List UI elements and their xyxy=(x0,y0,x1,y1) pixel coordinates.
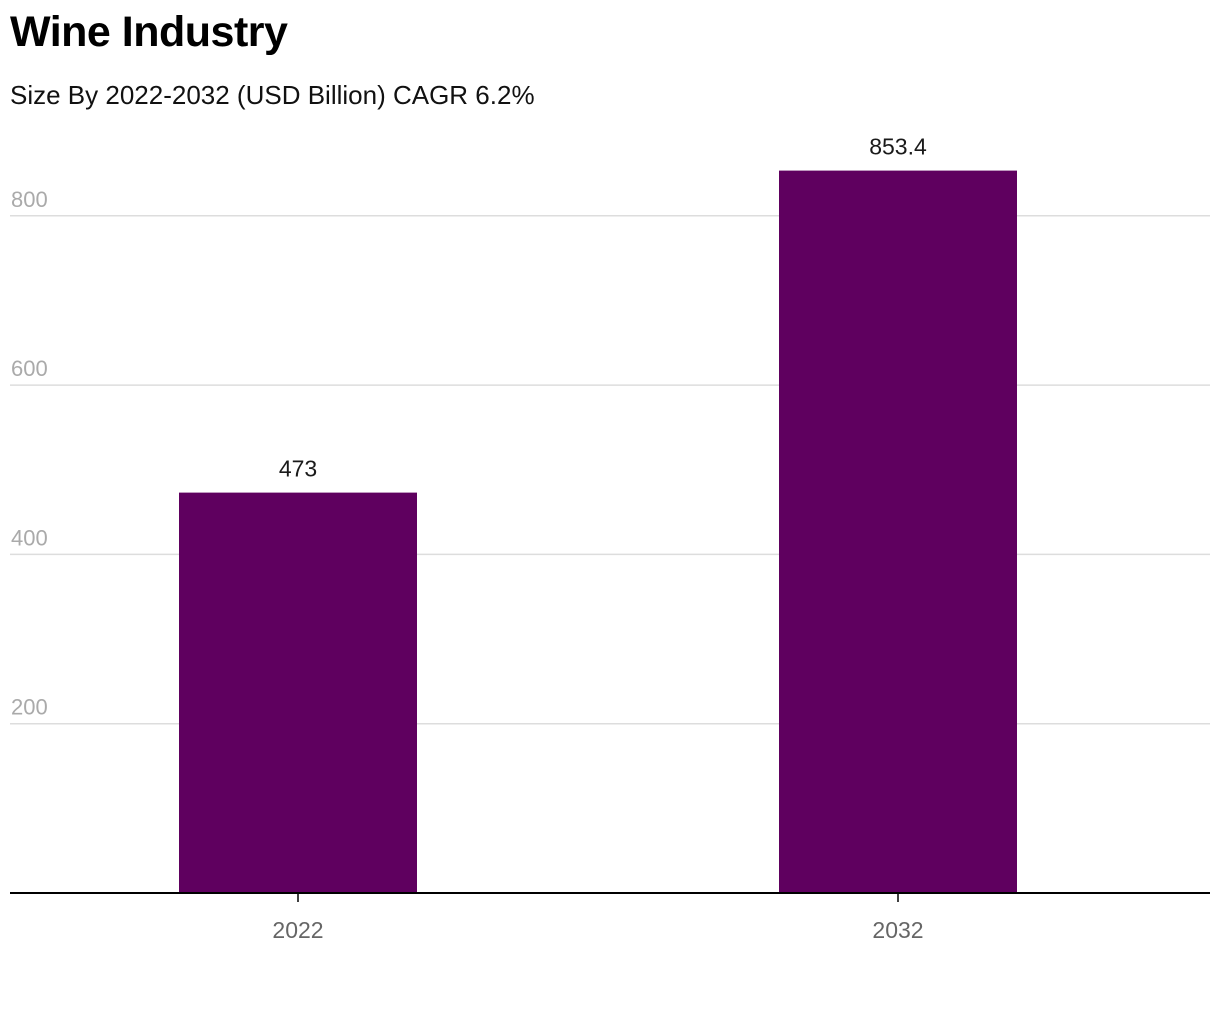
bar xyxy=(179,492,417,893)
bar xyxy=(779,170,1017,893)
y-tick-label: 800 xyxy=(11,187,48,212)
bars xyxy=(179,170,1017,893)
y-tick-label: 400 xyxy=(11,525,48,550)
chart-title: Wine Industry xyxy=(10,8,288,56)
chart-subtitle: Size By 2022-2032 (USD Billion) CAGR 6.2… xyxy=(10,80,535,110)
x-tick-label: 2032 xyxy=(872,917,923,943)
bar-value-label: 853.4 xyxy=(869,134,927,160)
x-axis xyxy=(10,892,1210,902)
bar-value-label: 473 xyxy=(279,456,317,482)
x-tick-label: 2022 xyxy=(272,917,323,943)
labels: 200 400 600 800 473 2022 853.4 2032 xyxy=(11,134,927,943)
y-tick-label: 200 xyxy=(11,695,48,720)
y-tick-label: 600 xyxy=(11,356,48,381)
